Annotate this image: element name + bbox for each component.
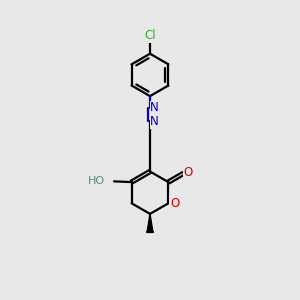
Text: N: N [150, 115, 159, 128]
Text: N: N [150, 101, 159, 114]
Text: O: O [184, 166, 193, 178]
Text: HO: HO [88, 176, 105, 186]
Polygon shape [147, 214, 153, 232]
Text: Cl: Cl [144, 29, 156, 42]
Text: O: O [170, 197, 179, 210]
